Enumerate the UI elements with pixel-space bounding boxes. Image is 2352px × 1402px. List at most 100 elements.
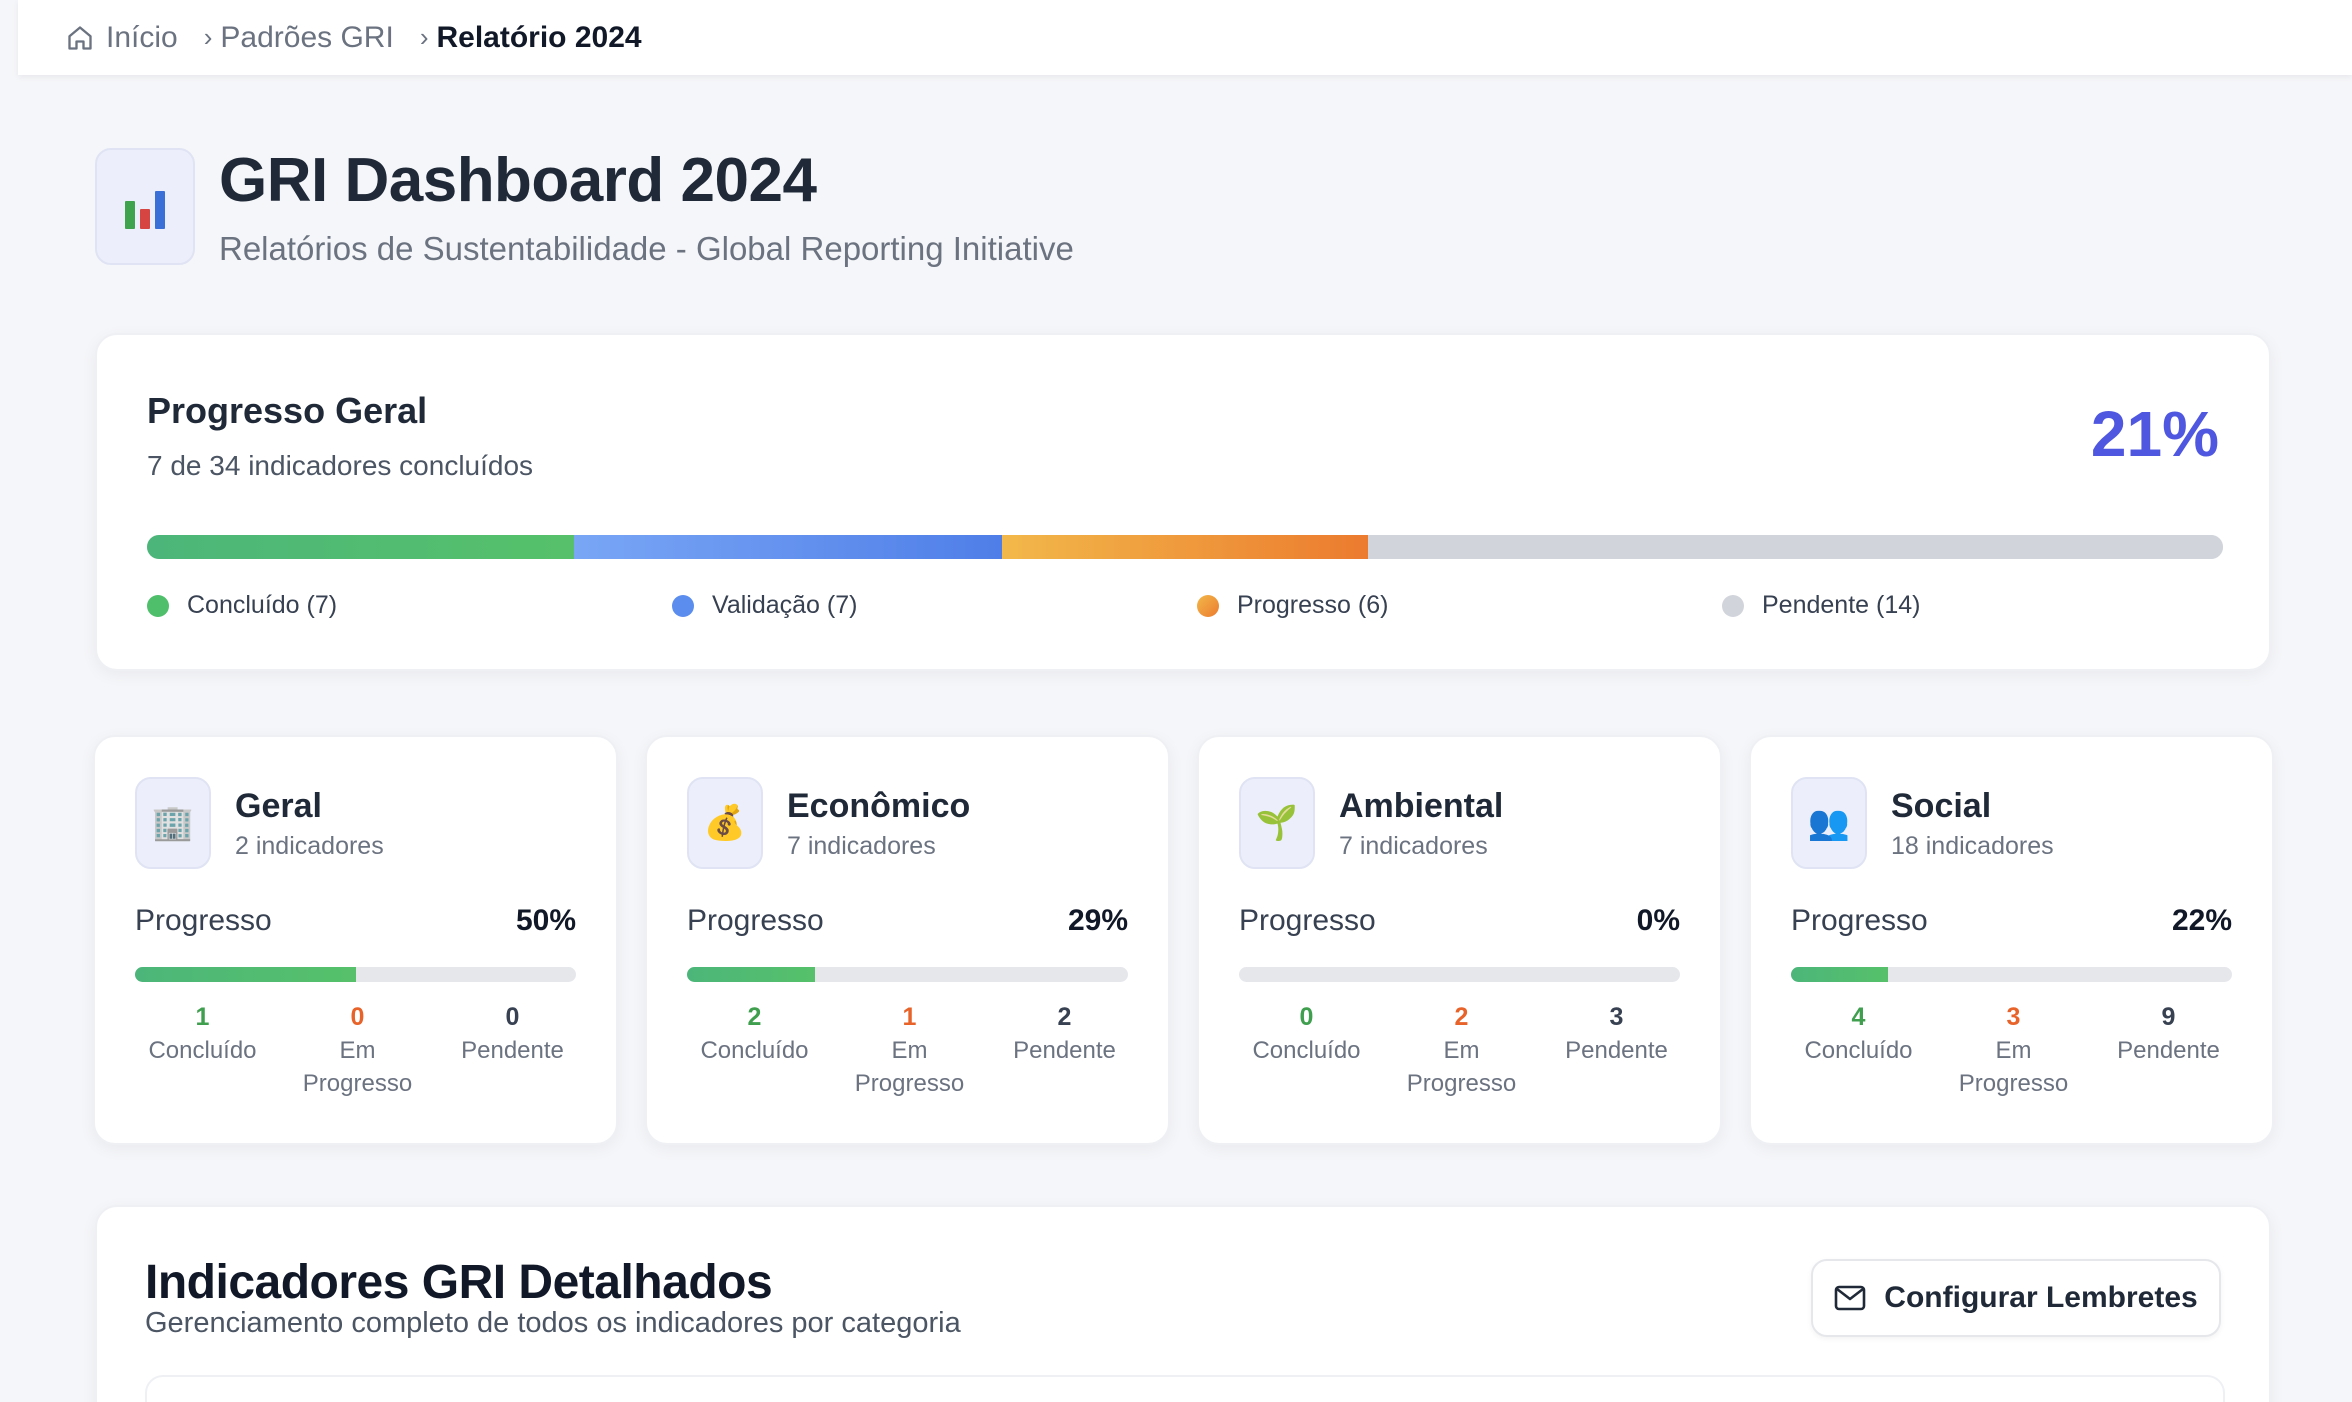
category-title: Geral (235, 787, 322, 825)
stat-pending-value: 9 (2161, 1003, 2176, 1031)
bar-chart-icon (95, 148, 195, 265)
stat-in-progress-value: 2 (1454, 1003, 1469, 1031)
detailed-indicators-card: Indicadores GRI Detalhados Gerenciamento… (95, 1205, 2271, 1402)
breadcrumb-home-label: Início (106, 20, 178, 54)
breadcrumb-standards[interactable]: Padrões GRI (220, 21, 393, 55)
overall-progress-subtitle: 7 de 34 indicadores concluídos (147, 450, 534, 481)
category-progress-label: Progresso (1791, 904, 1928, 937)
legend-item-concluido: Concluído (7) (147, 591, 337, 620)
stat-in-progress-label: Em Progresso (1406, 1037, 1517, 1097)
legend-dot-pendente (1722, 594, 1744, 617)
breadcrumb-standards-label: Padrões GRI (220, 20, 394, 54)
category-progress-bar (687, 967, 1128, 982)
legend-item-pendente: Pendente (14) (1722, 591, 1920, 620)
stat-pending-label: Pendente (2117, 1037, 2220, 1064)
stat-pending-label: Pendente (1565, 1037, 1668, 1064)
breadcrumb-home[interactable]: Início (66, 21, 178, 55)
stat-done-label: Concluído (700, 1037, 809, 1064)
category-card-geral[interactable]: 🏢 Geral 2 indicadores Progresso 50% 1 Con… (93, 735, 618, 1145)
category-indicator-count: 7 indicadores (1339, 832, 1488, 860)
overall-progress-bar (147, 535, 2223, 559)
stat-in-progress: 0 Em Progresso (280, 1003, 435, 1100)
home-icon (68, 25, 92, 50)
chevron-right-icon: › (203, 22, 213, 52)
breadcrumb-current-label: Relatório 2024 (436, 20, 642, 54)
stat-pending: 9 Pendente (2091, 1003, 2246, 1100)
stat-done: 4 Concluído (1781, 1003, 1936, 1100)
category-card-economico[interactable]: 💰 Econômico 7 indicadores Progresso 29% … (645, 735, 1170, 1145)
stat-in-progress-label: Em Progresso (302, 1037, 413, 1097)
chevron-right-icon: › (419, 22, 429, 52)
seedling-icon: 🌱 (1239, 777, 1315, 869)
legend-label-concluido: Concluído (7) (187, 591, 338, 619)
category-progress-percent: 0% (1636, 904, 1680, 937)
people-icon: 👥 (1791, 777, 1867, 869)
progress-segment-validacao (574, 535, 1002, 559)
category-stats: 2 Concluído 1 Em Progresso 2 Pendente (677, 1003, 1142, 1100)
breadcrumb-current: Relatório 2024 (436, 21, 641, 55)
category-indicator-count: 18 indicadores (1891, 832, 2054, 860)
category-indicator-count: 7 indicadores (787, 832, 936, 860)
section-title: Indicadores GRI Detalhados (145, 1256, 773, 1309)
category-title: Ambiental (1339, 787, 1504, 825)
category-card-social[interactable]: 👥 Social 18 indicadores Progresso 22% 4 C… (1749, 735, 2274, 1145)
section-subtitle: Gerenciamento completo de todos os indic… (145, 1307, 961, 1339)
overall-progress-title: Progresso Geral (147, 390, 428, 431)
category-progress-bar (1791, 967, 2232, 982)
stat-in-progress: 1 Em Progresso (832, 1003, 987, 1100)
category-progress-fill (135, 967, 356, 982)
category-progress-bar (1239, 967, 1680, 982)
category-progress-label: Progresso (1239, 904, 1376, 937)
stat-done-value: 4 (1851, 1003, 1866, 1031)
stat-in-progress: 3 Em Progresso (1936, 1003, 2091, 1100)
stat-pending-value: 3 (1609, 1003, 1624, 1031)
category-stats: 4 Concluído 3 Em Progresso 9 Pendente (1781, 1003, 2246, 1100)
configure-reminders-button[interactable]: Configurar Lembretes (1811, 1259, 2221, 1337)
overall-progress-percent: 21% (2090, 398, 2219, 470)
stat-done: 1 Concluído (125, 1003, 280, 1100)
category-title: Social (1891, 787, 1992, 825)
stat-in-progress-value: 1 (902, 1003, 917, 1031)
category-progress-percent: 29% (1067, 904, 1128, 937)
page-title: GRI Dashboard 2024 (219, 146, 817, 215)
stat-done-label: Concluído (1804, 1037, 1913, 1064)
stat-pending-value: 2 (1057, 1003, 1072, 1031)
stat-in-progress-value: 3 (2006, 1003, 2021, 1031)
category-progress-bar (135, 967, 576, 982)
stat-done: 2 Concluído (677, 1003, 832, 1100)
stat-in-progress-label: Em Progresso (1958, 1037, 2069, 1097)
legend-dot-progresso (1197, 594, 1219, 617)
category-progress-fill (687, 967, 815, 982)
legend-label-validacao: Validação (7) (712, 591, 858, 619)
stat-pending: 0 Pendente (435, 1003, 590, 1100)
money-bag-icon: 💰 (687, 777, 763, 869)
stat-pending-value: 0 (505, 1003, 520, 1031)
page-subtitle: Relatórios de Sustentabilidade - Global … (219, 230, 1074, 267)
progress-segment-concluido (147, 535, 575, 559)
legend-item-validacao: Validação (7) (672, 591, 857, 620)
configure-reminders-label: Configurar Lembretes (1884, 1281, 2198, 1314)
indicators-panel (145, 1375, 2225, 1402)
legend-dot-validacao (672, 594, 694, 617)
stat-pending: 2 Pendente (987, 1003, 1142, 1100)
stat-done-label: Concluído (148, 1037, 257, 1064)
category-stats: 0 Concluído 2 Em Progresso 3 Pendente (1229, 1003, 1694, 1100)
stat-done-value: 0 (1299, 1003, 1314, 1031)
stat-pending-label: Pendente (1013, 1037, 1116, 1064)
progress-segment-progresso (1001, 535, 1369, 559)
legend-dot-concluido (147, 594, 169, 617)
progress-segment-pendente (1368, 535, 2223, 559)
stat-done-value: 2 (747, 1003, 762, 1031)
category-progress-percent: 50% (515, 904, 576, 937)
category-card-ambiental[interactable]: 🌱 Ambiental 7 indicadores Progresso 0% 0… (1197, 735, 1722, 1145)
stat-done-value: 1 (195, 1003, 210, 1031)
progress-legend: Concluído (7) Validação (7) Progresso (6… (147, 591, 2223, 627)
category-stats: 1 Concluído 0 Em Progresso 0 Pendente (125, 1003, 590, 1100)
category-progress-label: Progresso (135, 904, 272, 937)
stat-pending-label: Pendente (461, 1037, 564, 1064)
breadcrumb: Início › Padrões GRI › Relatório 2024 (18, 0, 2352, 75)
category-progress-label: Progresso (687, 904, 824, 937)
stat-pending: 3 Pendente (1539, 1003, 1694, 1100)
building-icon: 🏢 (135, 777, 211, 869)
